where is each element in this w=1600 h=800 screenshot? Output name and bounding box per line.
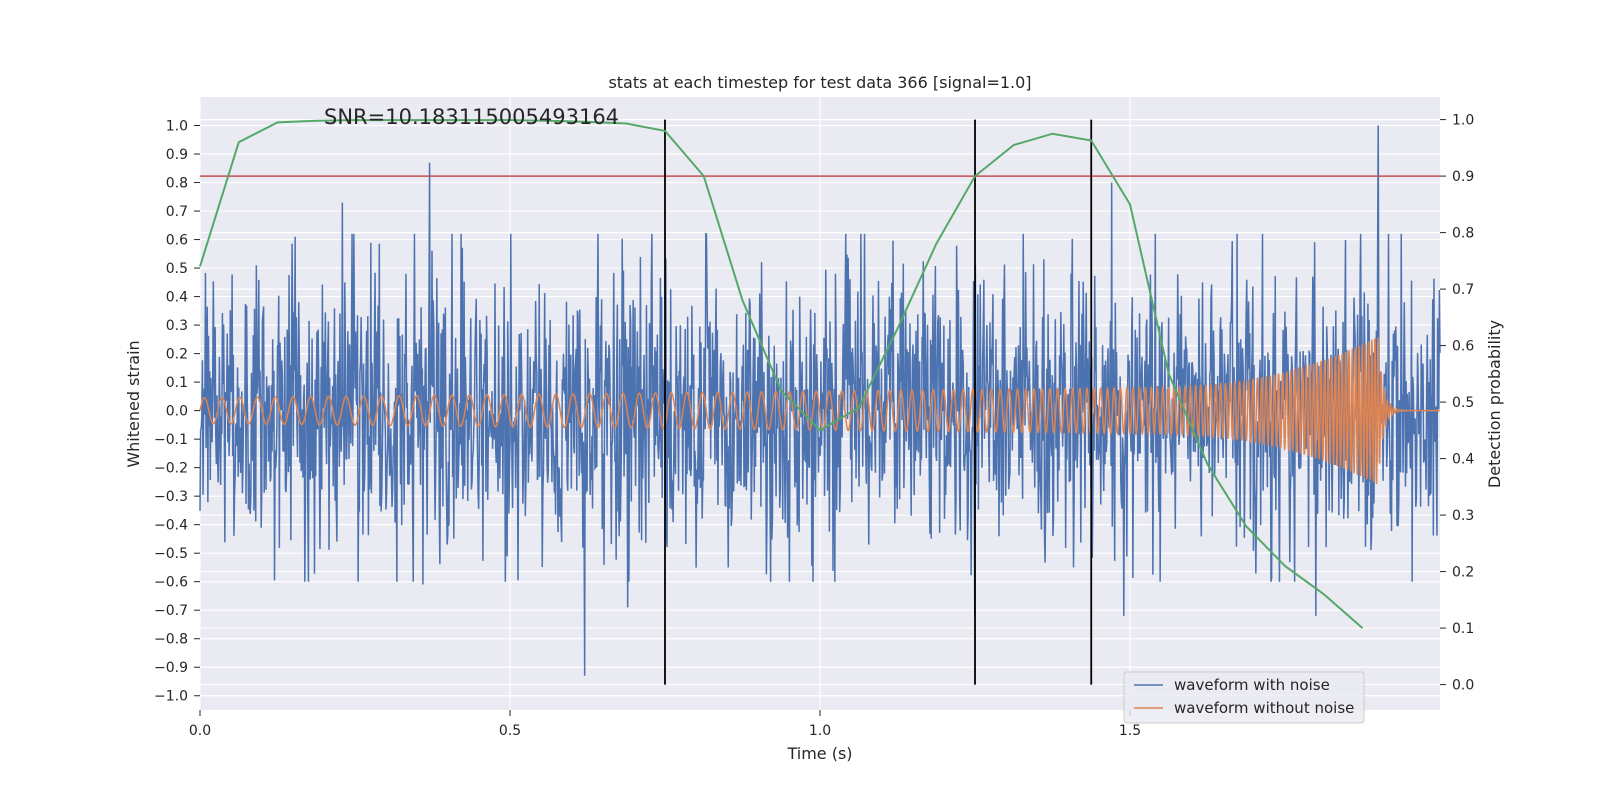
right-axis-ticks: 1.0 0.9 0.8 0.7 0.6 0.5 0.4 0.3 0.2 0.1 0.0 [1440, 113, 1474, 694]
y-tick-label: 0.6 [166, 233, 188, 249]
legend-label-clean: waveform without noise [1174, 699, 1354, 717]
y-tick-label: −0.9 [154, 660, 188, 676]
y2-tick-label: 0.7 [1452, 282, 1474, 298]
y2-axis-label: Detection probability [1485, 320, 1504, 488]
series-layer [199, 125, 1441, 676]
y-axis-label: Whitened strain [124, 340, 143, 467]
y-tick-label: −0.8 [154, 632, 188, 648]
y-tick-label: −0.4 [154, 518, 188, 534]
y2-tick-label: 0.1 [1452, 621, 1474, 637]
y-tick-label: −0.1 [154, 432, 188, 448]
y-tick-label: 0.0 [166, 404, 188, 420]
y-tick-label: 0.5 [166, 261, 188, 277]
y-tick-label: −0.6 [154, 575, 188, 591]
legend-box [1123, 671, 1365, 724]
y2-tick-label: 0.8 [1452, 226, 1474, 242]
y2-tick-label: 0.6 [1452, 339, 1474, 355]
y2-tick-label: 0.4 [1452, 452, 1474, 468]
chart-title: stats at each timestep for test data 366… [608, 73, 1031, 92]
x-tick-label: 0.0 [189, 723, 211, 739]
x-tick-label: 1.0 [809, 723, 831, 739]
left-axis-ticks: 1.0 0.9 0.8 0.7 0.6 0.5 0.4 0.3 0.2 0.1 0.0 −0.1 −0.… [154, 119, 200, 705]
x-tick-label: 0.5 [499, 723, 521, 739]
y-tick-label: −0.3 [154, 489, 188, 505]
y-tick-label: −0.7 [154, 603, 188, 619]
x-axis-label: Time (s) [786, 744, 852, 763]
y2-tick-label: 0.9 [1452, 169, 1474, 185]
y2-tick-label: 0.5 [1452, 395, 1474, 411]
y-tick-label: −1.0 [154, 689, 188, 705]
y-tick-label: 0.3 [166, 318, 188, 334]
y-tick-label: 0.2 [166, 347, 188, 363]
y-tick-label: −0.2 [154, 461, 188, 477]
y2-tick-label: 1.0 [1452, 113, 1474, 129]
x-tick-label: 1.5 [1119, 723, 1141, 739]
series-detection-probability [199, 119, 1364, 629]
y2-tick-label: 0.2 [1452, 565, 1474, 581]
y-tick-label: 0.1 [166, 375, 188, 391]
y-tick-label: 1.0 [166, 119, 188, 135]
snr-annotation: SNR=10.183115005493164 [324, 105, 619, 129]
series-waveform-without-noise [199, 337, 1440, 484]
y-tick-label: 0.4 [166, 290, 188, 306]
x-axis-ticks: 0.0 0.5 1.0 1.5 [189, 710, 1141, 739]
legend-label-noisy: waveform with noise [1174, 676, 1330, 694]
y2-tick-label: 0.0 [1452, 678, 1474, 694]
y-tick-label: 0.9 [166, 147, 188, 163]
legend: waveform with noise waveform without noi… [1123, 671, 1365, 724]
y2-tick-label: 0.3 [1452, 508, 1474, 524]
y-tick-label: 0.7 [166, 204, 188, 220]
y-tick-label: 0.8 [166, 176, 188, 192]
y-tick-label: −0.5 [154, 546, 188, 562]
overlay-layer [199, 119, 1440, 685]
